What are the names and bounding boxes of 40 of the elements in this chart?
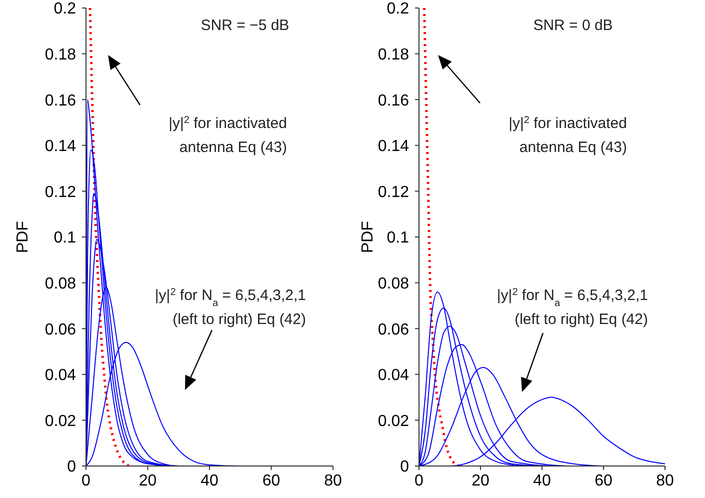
y-tick-label: 0.02 [378, 412, 410, 430]
y-tick-label: 0.08 [44, 275, 76, 292]
x-tick-label: 80 [656, 472, 674, 490]
y-tick-label: 0.16 [44, 92, 76, 110]
annotation: |y|$^{2}$ for inactivated antenna Eq (43) [508, 114, 628, 156]
y-axis-title: PDF [14, 220, 32, 253]
y-tick-label: 0 [67, 458, 76, 476]
y-tick-label: 0.06 [44, 321, 76, 338]
annotation: SNR = 0 dB [533, 17, 613, 34]
x-tick-label: 40 [200, 472, 218, 490]
annotation: |y|$^{2}$ for N$_{a}$ = 6,5,4,3,2,1 (left to right) Eq (42) [496, 286, 648, 328]
x-tick-label: 60 [262, 472, 280, 490]
x-tick-label: 20 [138, 472, 157, 490]
y-tick-label: 0.06 [378, 321, 410, 338]
annotation: |y|$^{2}$ for N$_{a}$ = 6,5,4,3,2,1 (left to right) Eq (42) [154, 286, 306, 328]
x-tick-label: 20 [472, 472, 490, 490]
y-tick-label: 0.1 [386, 230, 410, 247]
y-tick-label: 0.04 [44, 367, 76, 384]
y-tick-label: 0.2 [386, 0, 410, 18]
y-tick-label: 0.2 [54, 0, 76, 18]
annotation: |y|$^{2}$ for inactivated antenna Eq (43) [168, 114, 288, 156]
y-tick-label: 0.18 [44, 46, 76, 64]
y-tick-label: 0 [400, 458, 410, 476]
y-tick-label: 0.1 [54, 230, 76, 247]
y-tick-label: 0.18 [378, 46, 410, 64]
y-axis-title: PDF [360, 220, 377, 253]
x-tick-label: 40 [533, 472, 551, 490]
y-tick-label: 0.12 [378, 184, 410, 201]
y-tick-label: 0.04 [378, 367, 410, 384]
x-tick-label: 0 [414, 472, 424, 490]
x-tick-label: 60 [594, 472, 612, 490]
y-tick-label: 0.14 [44, 138, 76, 156]
y-tick-label: 0.14 [378, 138, 410, 156]
y-tick-label: 0.12 [44, 184, 76, 201]
x-tick-label: 0 [82, 472, 91, 490]
y-tick-label: 0.08 [378, 275, 410, 292]
annotation: SNR = −5 dB [200, 17, 290, 34]
y-tick-label: 0.02 [44, 412, 76, 430]
y-tick-label: 0.16 [378, 92, 410, 110]
x-tick-label: 80 [324, 472, 342, 490]
